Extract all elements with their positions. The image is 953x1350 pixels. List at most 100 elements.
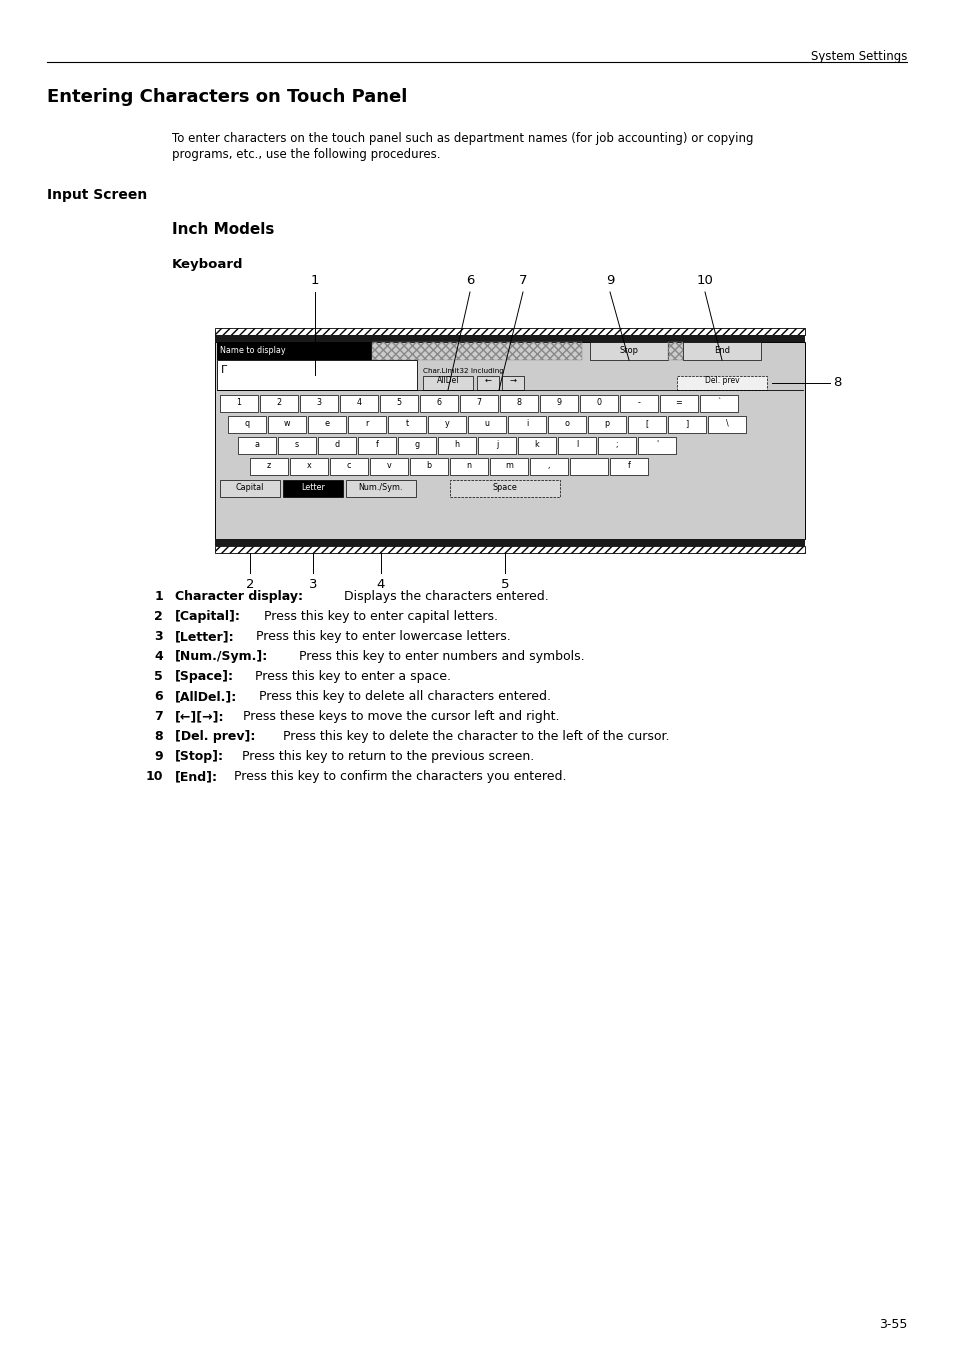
Text: q: q	[244, 418, 250, 428]
Bar	[477, 437, 516, 454]
Text: Press this key to delete the character to the left of the cursor.: Press this key to delete the character t…	[278, 730, 668, 742]
Text: a: a	[254, 440, 259, 450]
Text: t: t	[405, 418, 408, 428]
Text: 10: 10	[696, 274, 713, 288]
Text: 9: 9	[605, 274, 614, 288]
Text: 4: 4	[356, 398, 361, 406]
Text: Keyboard: Keyboard	[172, 258, 243, 271]
Bar	[638, 437, 676, 454]
Text: [←][→]:: [←][→]:	[174, 710, 224, 724]
Text: 5: 5	[396, 398, 401, 406]
Text: Press these keys to move the cursor left and right.: Press these keys to move the cursor left…	[238, 710, 558, 724]
Text: Num./Sym.: Num./Sym.	[358, 483, 403, 491]
Text: d: d	[335, 440, 339, 450]
Text: Name to display: Name to display	[220, 346, 285, 355]
Text: Entering Characters on Touch Panel: Entering Characters on Touch Panel	[47, 88, 407, 107]
Text: programs, etc., use the following procedures.: programs, etc., use the following proced…	[172, 148, 440, 161]
Text: 9: 9	[154, 751, 163, 763]
Text: x: x	[306, 460, 311, 470]
Bar	[459, 396, 497, 412]
Text: 4: 4	[376, 578, 385, 591]
Bar	[330, 458, 368, 475]
Bar	[490, 458, 527, 475]
Bar	[290, 458, 328, 475]
Text: \: \	[725, 418, 727, 428]
Text: 1: 1	[154, 590, 163, 603]
Text: l: l	[576, 440, 578, 450]
Bar	[450, 481, 559, 497]
Bar	[220, 396, 257, 412]
Bar	[627, 416, 665, 433]
Bar	[517, 437, 556, 454]
Text: Displays the characters entered.: Displays the characters entered.	[340, 590, 548, 603]
Bar	[308, 416, 346, 433]
Text: Input Screen: Input Screen	[47, 188, 147, 202]
Text: c: c	[346, 460, 351, 470]
Text: 8: 8	[516, 398, 521, 406]
Text: ←: ←	[484, 377, 491, 385]
Bar	[397, 437, 436, 454]
Bar	[214, 328, 804, 335]
Text: j: j	[496, 440, 497, 450]
Text: 5: 5	[154, 670, 163, 683]
Bar	[547, 416, 585, 433]
Text: 5: 5	[500, 578, 509, 591]
Text: =: =	[675, 398, 681, 406]
Bar	[468, 416, 505, 433]
Bar	[677, 377, 766, 390]
Text: s: s	[294, 440, 298, 450]
Text: [: [	[645, 418, 648, 428]
Bar	[476, 377, 498, 390]
Text: ]: ]	[684, 418, 688, 428]
Text: f: f	[375, 440, 378, 450]
Bar	[530, 458, 567, 475]
Text: f: f	[627, 460, 630, 470]
Bar	[214, 545, 804, 554]
Bar	[339, 396, 377, 412]
Bar	[422, 377, 473, 390]
Bar	[348, 416, 386, 433]
Bar	[667, 416, 705, 433]
Bar	[598, 437, 636, 454]
Text: 6: 6	[436, 398, 441, 406]
Text: 3: 3	[309, 578, 317, 591]
Bar	[250, 458, 288, 475]
Text: i: i	[525, 418, 528, 428]
Bar	[260, 396, 297, 412]
Bar	[317, 437, 355, 454]
Text: Press this key to enter capital letters.: Press this key to enter capital letters.	[260, 610, 497, 622]
Text: End: End	[713, 346, 729, 355]
Bar	[299, 396, 337, 412]
Text: 2: 2	[246, 578, 254, 591]
Text: Γ: Γ	[221, 364, 227, 375]
Bar	[450, 458, 488, 475]
Text: o: o	[564, 418, 569, 428]
Text: AllDel: AllDel	[436, 377, 458, 385]
Text: Char.Limit32 Including: Char.Limit32 Including	[422, 369, 503, 374]
Text: Capital: Capital	[235, 483, 264, 491]
Text: [Del. prev]:: [Del. prev]:	[174, 730, 255, 742]
Bar	[437, 437, 476, 454]
Bar	[388, 416, 426, 433]
Text: 1: 1	[236, 398, 241, 406]
Text: System Settings: System Settings	[810, 50, 906, 63]
Text: Press this key to return to the previous screen.: Press this key to return to the previous…	[238, 751, 534, 763]
Bar	[700, 396, 738, 412]
Bar	[539, 396, 578, 412]
Bar	[214, 539, 804, 545]
Bar	[214, 335, 804, 342]
Text: 3: 3	[154, 630, 163, 643]
Bar	[569, 458, 607, 475]
Text: 9: 9	[556, 398, 561, 406]
Text: y: y	[444, 418, 449, 428]
Text: 6: 6	[154, 690, 163, 703]
Text: [Letter]:: [Letter]:	[174, 630, 234, 643]
Text: [End]:: [End]:	[174, 769, 218, 783]
Bar	[410, 458, 448, 475]
Text: [Num./Sym.]:: [Num./Sym.]:	[174, 649, 268, 663]
Bar	[589, 342, 667, 360]
Text: Del. prev: Del. prev	[704, 377, 739, 385]
Text: Press this key to enter numbers and symbols.: Press this key to enter numbers and symb…	[295, 649, 584, 663]
Bar	[499, 396, 537, 412]
Text: 1: 1	[311, 274, 319, 288]
